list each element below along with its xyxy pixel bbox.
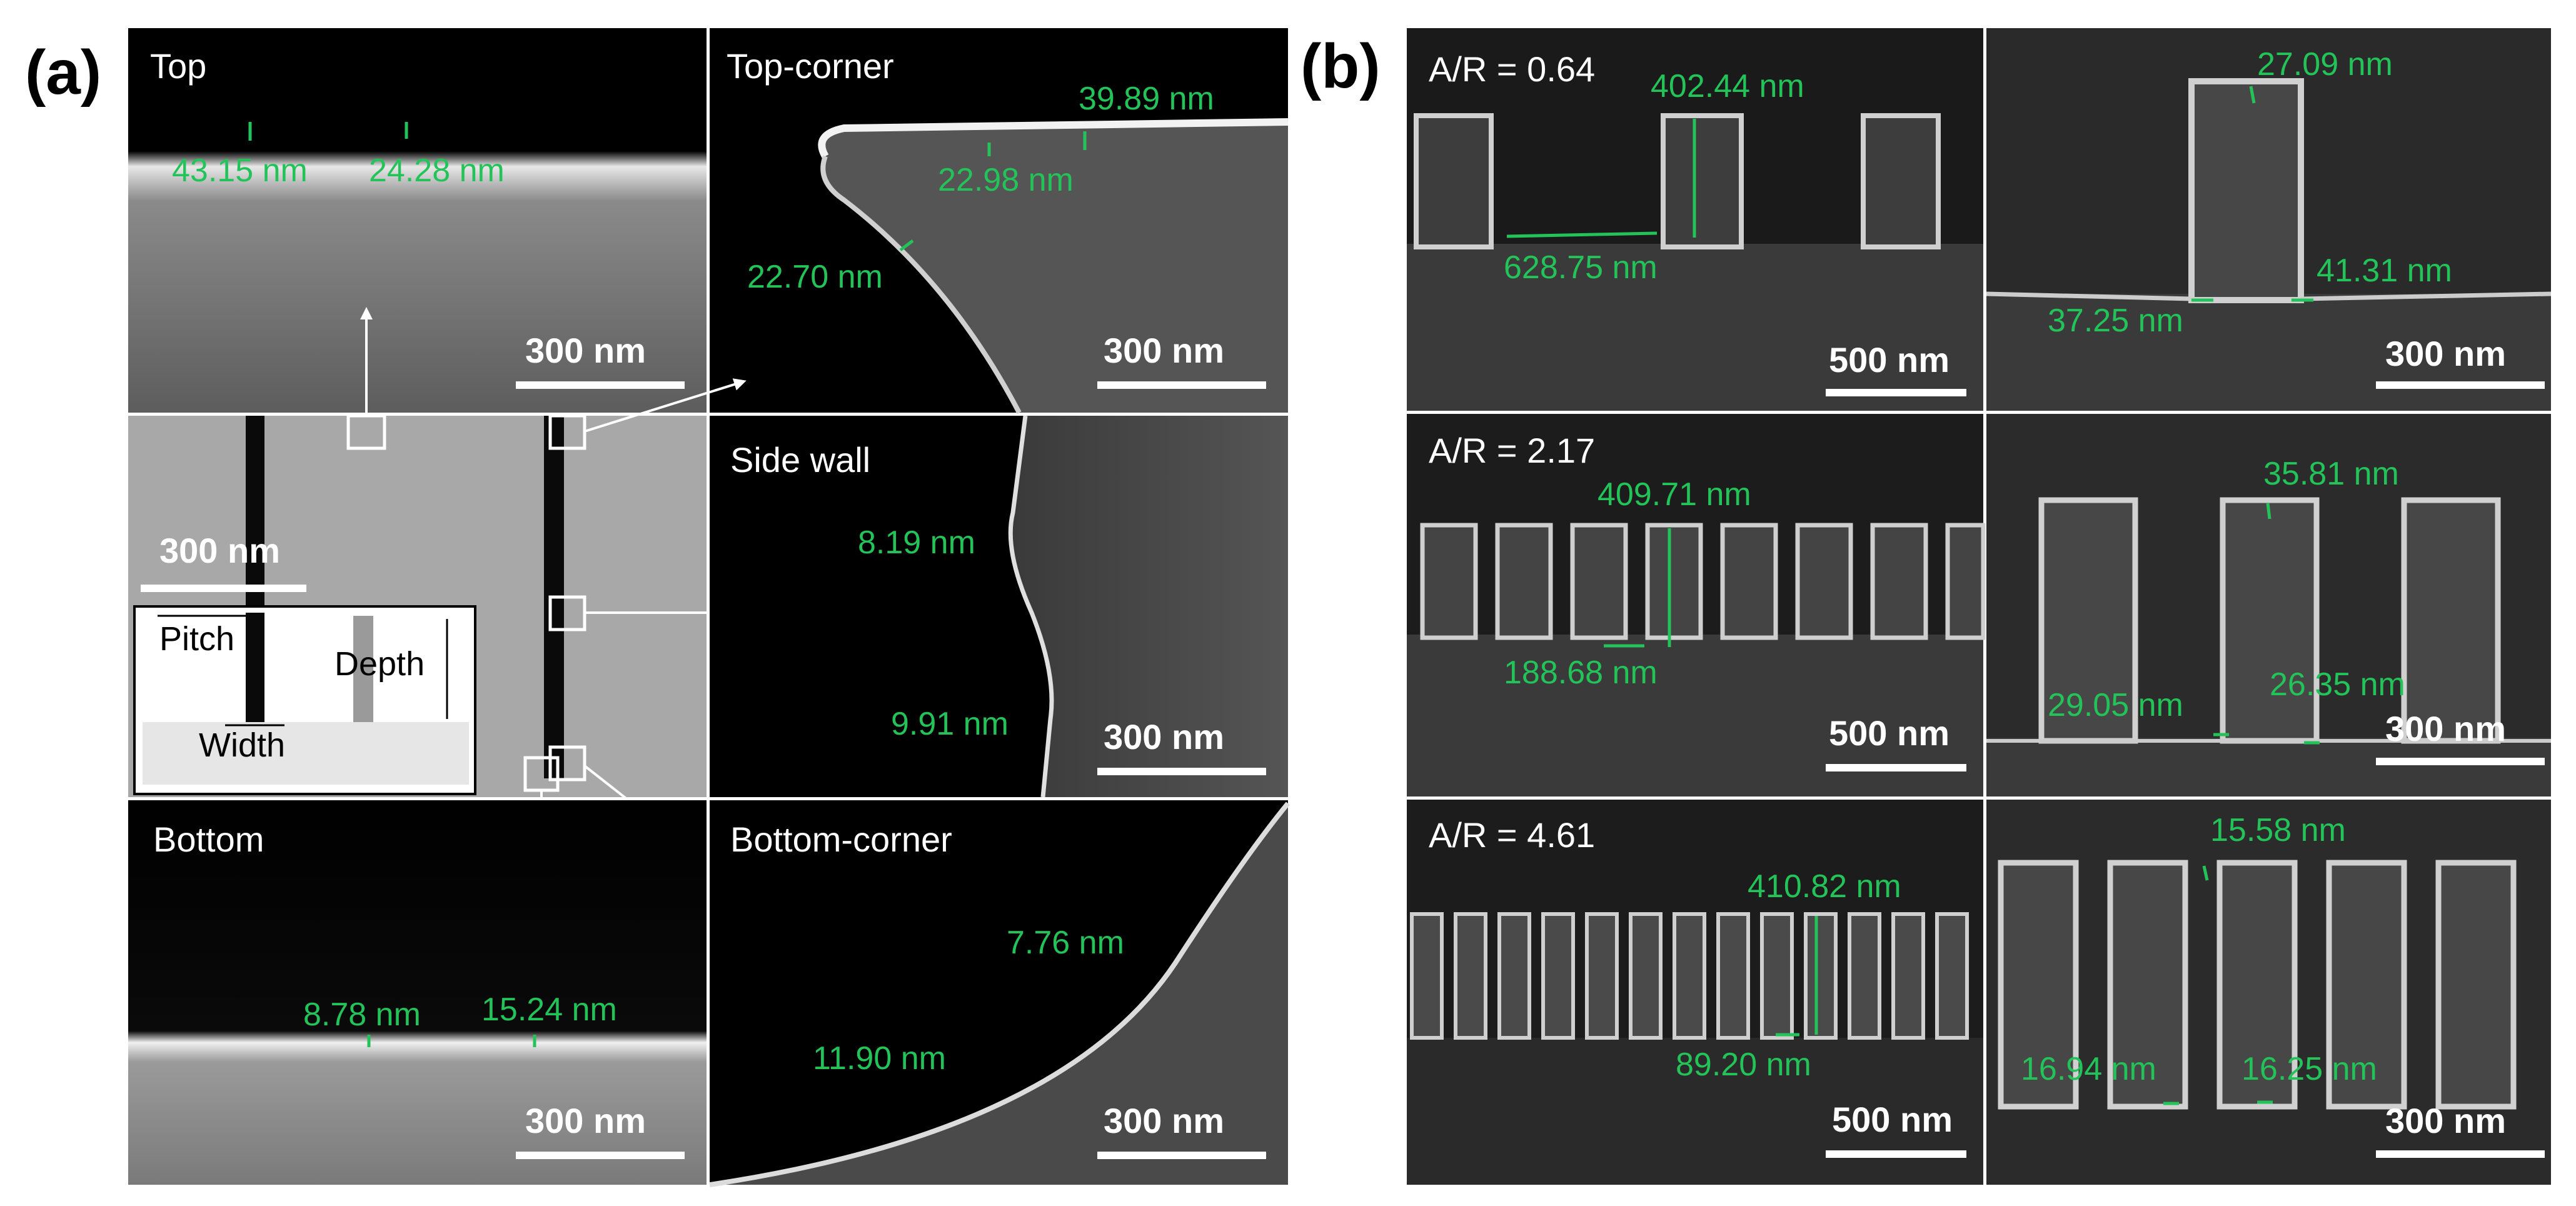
panel-label-a: (a) xyxy=(25,38,101,108)
overview-scale-bar xyxy=(141,585,306,592)
ar064-measurement-1: 402.44 nm xyxy=(1651,68,1804,104)
sem-image-ar217-detail: 35.81 nm 29.05 nm 26.35 nm 300 nm xyxy=(1986,414,2551,796)
top-corner-title: Top-corner xyxy=(727,46,894,86)
ar064-label: A/R = 0.64 xyxy=(1429,49,1595,89)
top-measurement-1: 43.15 nm xyxy=(172,153,308,189)
ar217-detail-measurement-3: 26.35 nm xyxy=(2270,666,2405,703)
ar461-detail-scale-bar xyxy=(2376,1150,2545,1158)
ar064-overview-scale-label: 500 nm xyxy=(1829,340,1950,379)
sem-image-ar461-overview: A/R = 4.61 410.82 nm 89.20 nm 500 nm xyxy=(1407,800,1983,1185)
top-title: Top xyxy=(150,46,206,86)
top-measurement-2: 24.28 nm xyxy=(369,153,505,189)
overview-scale-label: 300 nm xyxy=(159,531,280,570)
ar064-measurement-2: 628.75 nm xyxy=(1504,249,1658,286)
sem-image-ar064-detail: 27.09 nm 37.25 nm 41.31 nm 300 nm xyxy=(1986,28,2552,411)
ar064-detail-measurement-2: 37.25 nm xyxy=(2048,303,2183,339)
bottom-title: Bottom xyxy=(153,820,264,859)
sem-image-ar461-detail: 15.58 nm 16.94 nm 16.25 nm 300 nm xyxy=(1986,800,2551,1185)
side-wall-measurement-1: 8.19 nm xyxy=(858,525,975,561)
ar461-overview-scale-bar xyxy=(1826,1150,1966,1158)
ar217-detail-measurement-2: 29.05 nm xyxy=(2048,687,2183,723)
ar064-detail-scale-bar xyxy=(2376,381,2545,389)
bottom-measurement-1: 8.78 nm xyxy=(303,997,421,1033)
ar217-detail-scale-bar xyxy=(2376,758,2545,765)
bottom-corner-scale-label: 300 nm xyxy=(1104,1101,1224,1140)
side-wall-scale-label: 300 nm xyxy=(1104,717,1224,756)
bottom-corner-measurement-2: 11.90 nm xyxy=(813,1040,946,1077)
ar217-measurement-1: 409.71 nm xyxy=(1597,476,1751,513)
ar461-measurement-2: 89.20 nm xyxy=(1676,1047,1811,1083)
top-corner-measurement-1: 39.89 nm xyxy=(1079,81,1214,117)
ar461-detail-scale-label: 300 nm xyxy=(2385,1101,2506,1140)
ar064-detail-scale-label: 300 nm xyxy=(2385,334,2506,373)
ar064-detail-measurement-3: 41.31 nm xyxy=(2317,253,2452,289)
side-wall-title: Side wall xyxy=(730,440,870,480)
ar217-detail-scale-label: 300 nm xyxy=(2385,709,2506,748)
top-scale-bar xyxy=(516,381,685,389)
bottom-measurement-2: 15.24 nm xyxy=(481,992,617,1028)
ar064-overview-scale-bar xyxy=(1826,389,1966,396)
ar461-detail-measurement-1: 15.58 nm xyxy=(2210,812,2346,848)
side-wall-measurement-2: 9.91 nm xyxy=(891,706,1009,742)
ar217-overview-scale-bar xyxy=(1826,764,1966,771)
sem-image-side-wall: Side wall 8.19 nm 9.91 nm 300 nm xyxy=(710,415,1288,798)
bottom-corner-scale-bar xyxy=(1097,1152,1266,1159)
sem-image-top: Top 43.15 nm 24.28 nm 300 nm xyxy=(128,28,707,413)
ar461-detail-measurement-3: 16.25 nm xyxy=(2241,1051,2377,1087)
top-scale-label: 300 nm xyxy=(525,331,646,370)
sem-image-overview: 300 nm Pitch Depth Width xyxy=(128,307,759,903)
ar217-measurement-2: 188.68 nm xyxy=(1504,655,1658,691)
inset-width-label: Width xyxy=(199,726,285,764)
sem-image-ar064-overview: A/R = 0.64 402.44 nm 628.75 nm 500 nm xyxy=(1407,28,1983,411)
sem-image-bottom-corner: Bottom-corner 7.76 nm 11.90 nm 300 nm xyxy=(709,800,1291,1187)
bottom-scale-label: 300 nm xyxy=(525,1101,646,1140)
sem-image-bottom: Bottom 8.78 nm 15.24 nm 300 nm xyxy=(128,800,707,1185)
ar064-detail-measurement-1: 27.09 nm xyxy=(2257,46,2393,83)
top-corner-measurement-2: 22.98 nm xyxy=(938,162,1074,198)
ar461-detail-measurement-2: 16.94 nm xyxy=(2021,1051,2156,1087)
ar461-measurement-1: 410.82 nm xyxy=(1748,868,1901,905)
ar217-overview-scale-label: 500 nm xyxy=(1829,713,1950,753)
marker-box-top-corner xyxy=(548,414,586,450)
ar217-detail-measurement-1: 35.81 nm xyxy=(2263,456,2399,492)
panel-label-b: (b) xyxy=(1301,31,1381,101)
trench-schematic-inset: Pitch Depth Width xyxy=(133,605,476,795)
bottom-scale-bar xyxy=(516,1152,685,1159)
ar461-label: A/R = 4.61 xyxy=(1429,815,1595,855)
inset-depth-label: Depth xyxy=(335,645,425,683)
ar461-overview-scale-label: 500 nm xyxy=(1832,1100,1953,1139)
ar217-label: A/R = 2.17 xyxy=(1429,431,1595,470)
side-wall-scale-bar xyxy=(1097,768,1266,775)
sem-image-ar217-overview: A/R = 2.17 409.71 nm 188.68 nm 500 nm xyxy=(1407,414,1986,796)
inset-pitch-label: Pitch xyxy=(159,620,234,658)
top-corner-scale-bar xyxy=(1097,381,1266,389)
bottom-corner-measurement-1: 7.76 nm xyxy=(1007,925,1124,961)
sem-image-top-corner: Top-corner 39.89 nm 22.98 nm 22.70 nm 30… xyxy=(710,28,1289,414)
marker-box-bottom-corner xyxy=(548,745,586,781)
top-corner-scale-label: 300 nm xyxy=(1104,331,1224,370)
bottom-corner-title: Bottom-corner xyxy=(730,820,952,859)
top-corner-measurement-3: 22.70 nm xyxy=(747,259,883,295)
